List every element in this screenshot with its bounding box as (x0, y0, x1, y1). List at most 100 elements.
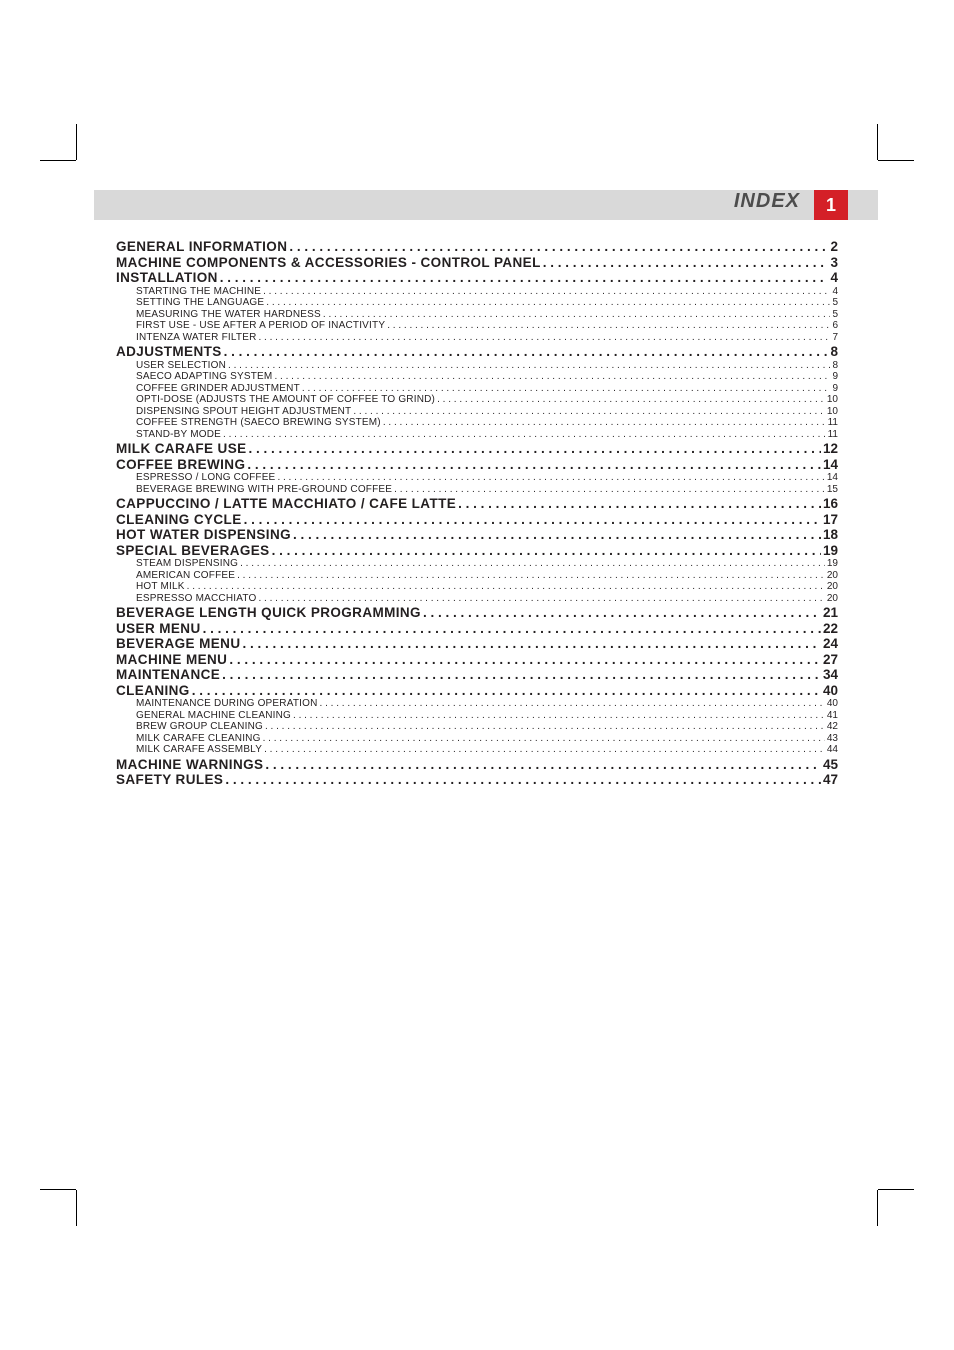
toc-row: MEASURING THE WATER HARDNESS5 (116, 309, 838, 321)
toc-leader-dots (222, 668, 821, 682)
toc-page-number: 2 (830, 240, 838, 254)
toc-leader-dots (237, 570, 825, 582)
toc-row: COFFEE STRENGTH (SAECO BREWING SYSTEM)11 (116, 417, 838, 429)
toc-row: INSTALLATION4 (116, 271, 838, 285)
toc-label: USER SELECTION (136, 360, 226, 372)
toc-leader-dots (247, 458, 821, 472)
toc-row: COFFEE GRINDER ADJUSTMENT 9 (116, 383, 838, 395)
toc-page-number: 40 (827, 698, 838, 710)
toc-label: CLEANING (116, 684, 190, 698)
toc-label: COFFEE BREWING (116, 458, 245, 472)
toc-page-number: 14 (823, 458, 838, 472)
toc-page-number: 22 (823, 622, 838, 636)
toc-label: USER MENU (116, 622, 201, 636)
toc-row: CLEANING CYCLE 17 (116, 513, 838, 527)
toc-leader-dots (258, 593, 824, 605)
toc-row: DISPENSING SPOUT HEIGHT ADJUSTMENT10 (116, 406, 838, 418)
toc-page-number: 19 (823, 544, 838, 558)
crop-mark (76, 124, 77, 160)
toc-label: BEVERAGE MENU (116, 637, 240, 651)
toc-page-number: 24 (823, 637, 838, 651)
toc-page-number: 9 (832, 383, 838, 395)
toc-label: STARTING THE MACHINE (136, 286, 261, 298)
toc-page-number: 19 (827, 558, 838, 570)
toc-label: ADJUSTMENTS (116, 345, 222, 359)
toc-row: SETTING THE LANGUAGE5 (116, 297, 838, 309)
toc-row: HOT WATER DISPENSING18 (116, 528, 838, 542)
toc-page-number: 5 (832, 297, 838, 309)
toc-leader-dots (293, 528, 821, 542)
toc-leader-dots (272, 544, 821, 558)
toc-row: MACHINE MENU 27 (116, 653, 838, 667)
toc-leader-dots (266, 297, 830, 309)
toc-row: SAFETY RULES47 (116, 773, 838, 787)
toc-leader-dots (220, 271, 829, 285)
toc-label: GENERAL INFORMATION (116, 240, 287, 254)
toc-label: SPECIAL BEVERAGES (116, 544, 270, 558)
toc-leader-dots (223, 429, 826, 441)
toc-label: COFFEE STRENGTH (SAECO BREWING SYSTEM) (136, 417, 381, 429)
toc-page-number: 10 (827, 394, 838, 406)
toc-leader-dots (192, 684, 821, 698)
toc-row: INTENZA WATER FILTER7 (116, 332, 838, 344)
toc-row: MILK CARAFE CLEANING43 (116, 733, 838, 745)
toc-label: MACHINE MENU (116, 653, 227, 667)
toc-page-number: 27 (823, 653, 838, 667)
toc-page-number: 8 (830, 345, 838, 359)
toc-row: GENERAL MACHINE CLEANING 41 (116, 710, 838, 722)
toc-row: FIRST USE - USE AFTER A PERIOD OF INACTI… (116, 320, 838, 332)
toc-label: CAPPUCCINO / LATTE MACCHIATO / CAFE LATT… (116, 497, 456, 511)
toc-label: COFFEE GRINDER ADJUSTMENT (136, 383, 300, 395)
toc-leader-dots (224, 345, 829, 359)
toc-leader-dots (437, 394, 825, 406)
page-content: INDEX 1 GENERAL INFORMATION 2 MACHINE COMP… (116, 190, 838, 788)
toc-leader-dots (203, 622, 821, 636)
toc-page-number: 15 (827, 484, 838, 496)
toc-page-number: 20 (827, 570, 838, 582)
toc-page-number: 16 (823, 497, 838, 511)
toc-row: BEVERAGE LENGTH QUICK PROGRAMMING21 (116, 606, 838, 620)
toc-leader-dots (387, 320, 830, 332)
toc-page-number: 44 (827, 744, 838, 756)
toc-label: OPTI-DOSE (ADJUSTS THE AMOUNT OF COFFEE … (136, 394, 435, 406)
toc-row: CAPPUCCINO / LATTE MACCHIATO / CAFE LATT… (116, 497, 838, 511)
toc-row: MAINTENANCE34 (116, 668, 838, 682)
toc-label: STAND-BY MODE (136, 429, 221, 441)
toc-page-number: 41 (827, 710, 838, 722)
toc-row: AMERICAN COFFEE20 (116, 570, 838, 582)
toc-label: BEVERAGE BREWING WITH PRE-GROUND COFFEE (136, 484, 392, 496)
toc-row: ESPRESSO MACCHIATO20 (116, 593, 838, 605)
toc-label: DISPENSING SPOUT HEIGHT ADJUSTMENT (136, 406, 351, 418)
toc-label: ESPRESSO / LONG COFFEE (136, 472, 275, 484)
toc-label: CLEANING CYCLE (116, 513, 242, 527)
toc-leader-dots (353, 406, 825, 418)
toc-row: USER SELECTION8 (116, 360, 838, 372)
toc-page-number: 17 (823, 513, 838, 527)
toc-page-number: 3 (830, 256, 838, 270)
crop-mark (877, 124, 878, 160)
toc-page-number: 34 (823, 668, 838, 682)
toc-leader-dots (265, 721, 825, 733)
toc-label: MEASURING THE WATER HARDNESS (136, 309, 321, 321)
toc-leader-dots (289, 240, 828, 254)
crop-mark (877, 1190, 878, 1226)
toc-row: BEVERAGE BREWING WITH PRE-GROUND COFFEE 1… (116, 484, 838, 496)
toc-page-number: 7 (832, 332, 838, 344)
toc-row: HOT MILK20 (116, 581, 838, 593)
toc-leader-dots (277, 472, 824, 484)
toc-leader-dots (258, 332, 830, 344)
toc-label: GENERAL MACHINE CLEANING (136, 710, 291, 722)
toc-row: SPECIAL BEVERAGES 19 (116, 544, 838, 558)
toc-leader-dots (263, 286, 830, 298)
toc-leader-dots (229, 653, 821, 667)
toc-page-number: 6 (832, 320, 838, 332)
toc-leader-dots (242, 637, 821, 651)
toc-leader-dots (320, 698, 825, 710)
toc-leader-dots (244, 513, 821, 527)
toc-leader-dots (383, 417, 826, 429)
toc-row: GENERAL INFORMATION 2 (116, 240, 838, 254)
toc-label: MACHINE COMPONENTS & ACCESSORIES - CONTR… (116, 256, 541, 270)
toc-page-number: 11 (828, 429, 838, 441)
crop-mark (878, 1189, 914, 1190)
header-bar: INDEX 1 (116, 190, 838, 220)
